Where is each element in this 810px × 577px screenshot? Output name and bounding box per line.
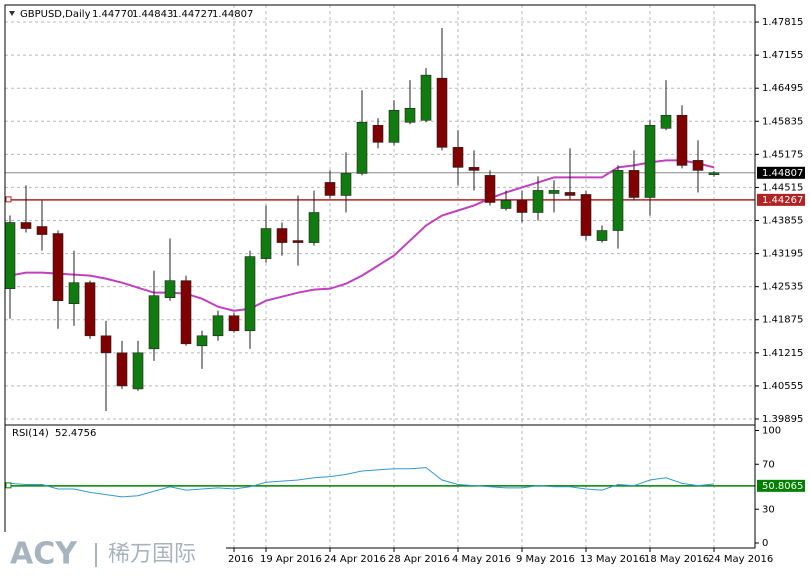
candle-body (516, 200, 528, 213)
x-tick-label: 24 May 2016 (708, 554, 773, 565)
level-box (757, 479, 805, 492)
candle-body (196, 335, 208, 347)
candle-body (644, 124, 656, 198)
candle-body (84, 282, 96, 337)
candle-body (692, 160, 704, 171)
candle-body (356, 121, 368, 174)
candle-body (260, 228, 272, 259)
y-tick-label: 1.41875 (762, 315, 803, 326)
level-box (757, 193, 805, 206)
x-tick-label: 2016 (228, 554, 253, 565)
candle-body (68, 282, 80, 305)
price-box (757, 166, 805, 179)
level-label: 1.44267 (762, 195, 803, 206)
ohlc-open: 1.44770 (92, 9, 133, 20)
x-tick-label: 18 May 2016 (644, 554, 709, 565)
candle-body (532, 190, 544, 213)
y-tick-label: 1.44515 (762, 182, 803, 193)
candle-body (596, 230, 608, 241)
candle-body (100, 335, 112, 354)
ohlc-low: 1.44727 (172, 9, 213, 20)
candle-body (244, 256, 256, 332)
level-marker (5, 482, 12, 489)
ohlc-close: 1.44807 (212, 9, 253, 20)
symbol-icon (9, 11, 15, 16)
plot-area (5, 5, 755, 548)
x-tick-label: 28 Apr 2016 (388, 554, 450, 565)
candle-body (452, 147, 464, 168)
candle-body (164, 280, 176, 298)
candle-body (308, 212, 320, 243)
x-tick-label: 24 Apr 2016 (324, 554, 386, 565)
candle-body (36, 226, 48, 235)
candle-body (340, 173, 352, 196)
candle-body (5, 222, 16, 289)
y-tick-label: 1.45835 (762, 116, 803, 127)
y-tick-label: 30 (762, 504, 775, 515)
candle-body (372, 124, 384, 143)
y-tick-label: 1.40555 (762, 381, 803, 392)
y-tick-label: 1.43855 (762, 216, 803, 227)
candle-body (548, 190, 560, 194)
y-tick-label: 1.43195 (762, 249, 803, 260)
watermark: ACY 稀万国际 (0, 532, 226, 577)
rsi-line (9, 467, 715, 498)
watermark-brand: ACY (10, 537, 78, 572)
rsi-name: RSI(14) (12, 428, 49, 439)
candle-body (20, 222, 32, 229)
y-tick-label: 1.46495 (762, 83, 803, 94)
moving-average (9, 159, 715, 312)
candle-body (436, 77, 448, 148)
y-tick-label: 0 (762, 538, 768, 549)
candle-body (404, 107, 416, 123)
candle-body (116, 352, 128, 387)
candle-body (660, 114, 672, 129)
x-tick-label: 4 May 2016 (452, 554, 511, 565)
candle-body (484, 175, 496, 203)
candle-body (468, 167, 480, 171)
candle-body (564, 192, 576, 196)
y-tick-label: 1.39895 (762, 414, 803, 425)
candle-body (180, 280, 192, 345)
candle-body (628, 170, 640, 198)
candle-body (212, 315, 224, 337)
x-tick-label: 9 May 2016 (516, 554, 575, 565)
frame (4, 4, 756, 549)
price-label: 1.44807 (762, 168, 803, 179)
x-tick-label: 13 May 2016 (580, 554, 645, 565)
candle-body (612, 170, 624, 231)
symbol: GBPUSD,Daily (20, 9, 91, 20)
ohlc-high: 1.44843 (132, 9, 173, 20)
candle-body (148, 295, 160, 350)
candle-body (292, 240, 304, 243)
watermark-name: 稀万国际 (108, 542, 196, 567)
y-tick-label: 70 (762, 459, 775, 470)
watermark-bg (0, 532, 226, 577)
level-marker (5, 196, 12, 203)
candle-body (580, 194, 592, 236)
y-tick-label: 100 (762, 426, 781, 437)
candle-body (324, 182, 336, 196)
candle-body (420, 74, 432, 121)
y-tick-label: 1.45175 (762, 149, 803, 160)
candle-body (228, 315, 240, 332)
level-label: 50.8065 (762, 481, 803, 492)
y-tick-label: 1.47815 (762, 17, 803, 28)
candle-body (388, 109, 400, 143)
rsi-value: 52.4756 (55, 428, 96, 439)
candle-body (676, 114, 688, 166)
y-tick-label: 1.42535 (762, 282, 803, 293)
candle-body (276, 228, 288, 243)
y-tick-label: 1.47155 (762, 50, 803, 61)
candle-body (708, 172, 720, 175)
candle-body (52, 233, 64, 302)
x-tick-label: 19 Apr 2016 (260, 554, 322, 565)
candle-body (132, 352, 144, 390)
candle-body (500, 200, 512, 209)
y-tick-label: 1.41215 (762, 348, 803, 359)
